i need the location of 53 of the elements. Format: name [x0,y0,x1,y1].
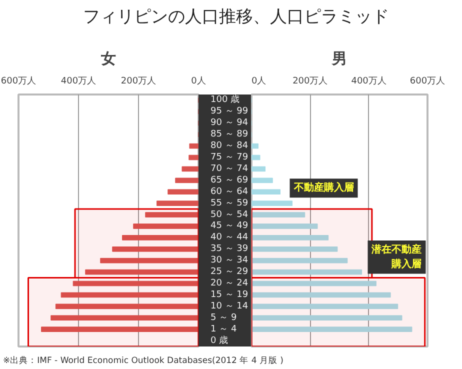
x-tick-label: 600万人 [0,76,36,86]
text: ※出典：IMF - World Economic Outlook Databases(2012 年 4 月版 ) [3,355,284,368]
bar [100,258,198,264]
x-axis-title: 男 [331,50,347,68]
y-tick-label: 1 ～ 4 [210,324,237,334]
bar [55,304,198,310]
bar [112,246,198,252]
x-tick-label: 0人 [252,76,266,86]
bar [145,212,198,218]
x-tick-label: 200万人 [120,76,156,86]
y-tick-label: 100 歳 [210,94,240,106]
y-tick-label: 95 ～ 99 [210,106,248,117]
bar [85,269,198,275]
bar [50,315,198,321]
y-tick-label: 75 ～ 79 [210,152,248,162]
y-tick-label: 45 ～ 49 [210,221,248,232]
y-tick-label: 85 ～ 89 [210,130,248,140]
y-tick-label: 0 歳 [210,334,228,346]
bar [60,292,198,298]
bar [41,326,198,332]
y-tick-label: 25 ～ 29 [210,267,248,278]
x-tick-label: 400万人 [60,76,96,86]
y-tick-label: 15 ～ 19 [210,290,248,300]
x-tick-label: 0人 [191,76,206,86]
y-tick-label: 55 ～ 59 [210,198,248,208]
bar [168,189,198,195]
x-tick-label: 200万人 [292,76,328,86]
y-tick-label: 35 ～ 39 [210,244,248,254]
bar [156,200,198,206]
y-tick-label: 20 ～ 24 [210,278,248,288]
bar [189,143,198,149]
y-tick-label: 50 ～ 54 [210,210,248,220]
band-label: 不動産購入層 [292,182,354,194]
bar [133,224,198,229]
text: フィリピンの人口推移、人口ピラミッド [83,6,389,29]
y-tick-label: 65 ～ 69 [210,175,248,186]
y-tick-label: 10 ～ 14 [210,301,248,312]
y-tick-label: 70 ～ 74 [210,164,248,174]
bar [175,178,198,184]
x-tick-label: 600万人 [410,76,446,86]
y-tick-label: 30 ～ 34 [210,256,248,266]
bar [72,280,198,286]
bar [182,166,198,172]
y-tick-label: 40 ～ 44 [210,232,248,243]
bar [188,154,198,160]
band-label: 潜在不動産購入層 [370,243,422,270]
y-tick-label: 5 ～ 9 [210,312,237,323]
bar [122,235,198,240]
y-tick-label: 60 ～ 64 [210,186,248,197]
y-tick-label: 80 ～ 84 [210,141,248,152]
y-tick-label: 90 ～ 94 [210,118,248,128]
x-axis-title: 女 [100,50,116,68]
x-tick-label: 400万人 [351,76,386,86]
